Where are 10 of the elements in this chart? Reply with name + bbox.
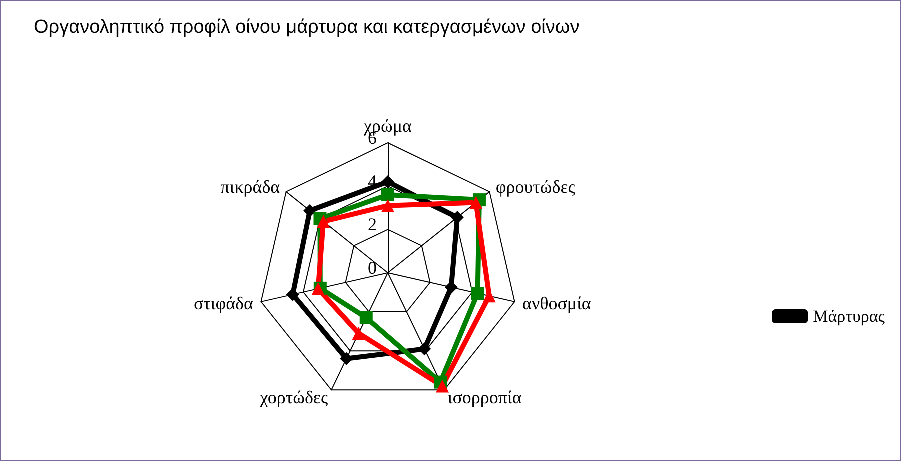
spoke-label: χορτώδες	[259, 387, 328, 408]
spoke-label: πικράδα	[220, 176, 281, 197]
y-tick-label: 2	[368, 214, 377, 235]
spoke-label: ανθοσμία	[522, 294, 592, 314]
chart-title: Οργανοληπτικό προφίλ οίνου μάρτυρα και κατεργασμένων οίνων	[34, 17, 580, 38]
spoke-label: ισορροπία	[448, 387, 522, 408]
spoke-label: φρουτώδες	[496, 176, 576, 197]
legend-label: Μάρτυρας	[813, 307, 886, 326]
spoke-label: στιφάδα	[194, 294, 254, 314]
y-tick-label: 0	[368, 258, 377, 278]
